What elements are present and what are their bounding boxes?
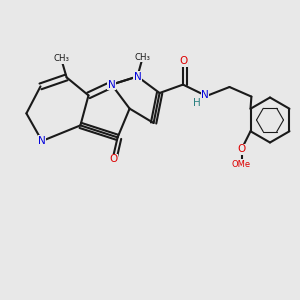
Text: N: N — [134, 71, 141, 82]
Text: OMe: OMe — [232, 160, 251, 169]
Text: N: N — [201, 89, 209, 100]
Text: O: O — [237, 144, 246, 154]
Text: H: H — [193, 98, 201, 109]
Text: O: O — [109, 154, 117, 164]
Text: N: N — [108, 80, 116, 90]
Text: O: O — [179, 56, 187, 67]
Text: N: N — [38, 136, 46, 146]
Text: CH₃: CH₃ — [53, 54, 69, 63]
Text: CH₃: CH₃ — [135, 52, 151, 62]
